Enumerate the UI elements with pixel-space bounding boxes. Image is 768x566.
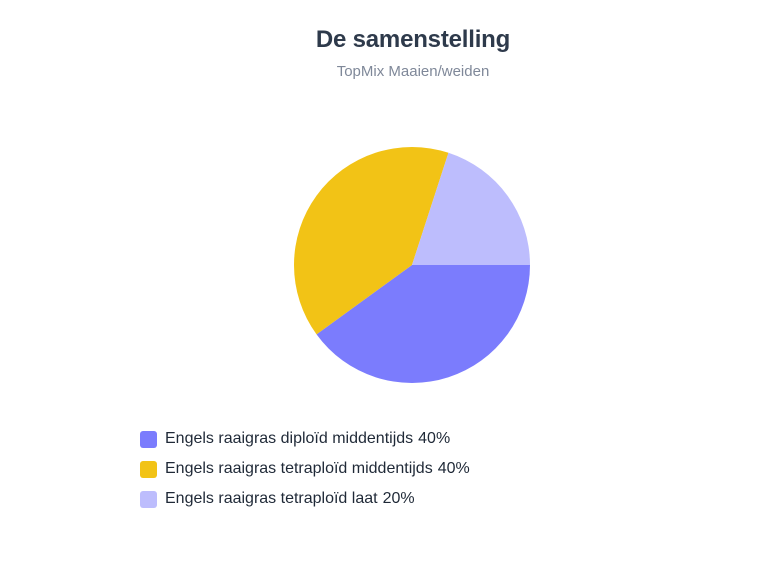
pie-slice-1[interactable]: [294, 147, 449, 335]
legend-series-name: Engels raaigras diploïd middentijds: [165, 430, 414, 447]
legend-label: Engels raaigras tetraploïd laat 20%: [165, 490, 415, 508]
legend-series-value: 40%: [418, 430, 451, 447]
pie-chart: [294, 147, 530, 383]
legend-series-name: Engels raaigras tetraploïd middentijds: [165, 460, 433, 477]
legend-item-diploid-middentijds[interactable]: Engels raaigras diploïd middentijds 40%: [140, 424, 470, 454]
legend-item-tetraploid-laat[interactable]: Engels raaigras tetraploïd laat 20%: [140, 484, 470, 514]
chart-subtitle: TopMix Maaien/weiden: [336, 63, 490, 80]
chart-title: De samenstelling: [315, 26, 511, 53]
pie-slices: [294, 147, 530, 383]
legend-label: Engels raaigras tetraploïd middentijds 40…: [165, 460, 470, 478]
chart-legend: Engels raaigras diploïd middentijds 40% E…: [140, 424, 470, 514]
pie-slice-0[interactable]: [316, 265, 530, 383]
pie-slice-2[interactable]: [412, 152, 530, 265]
legend-series-value: 20%: [382, 490, 415, 507]
legend-label: Engels raaigras diploïd middentijds 40%: [165, 430, 450, 448]
legend-swatch: [140, 490, 157, 508]
legend-swatch: [140, 430, 157, 448]
legend-swatch: [140, 460, 157, 478]
legend-series-name: Engels raaigras tetraploïd laat: [165, 490, 378, 507]
legend-item-tetraploid-middentijds[interactable]: Engels raaigras tetraploïd middentijds 40…: [140, 454, 470, 484]
legend-series-value: 40%: [437, 460, 470, 477]
